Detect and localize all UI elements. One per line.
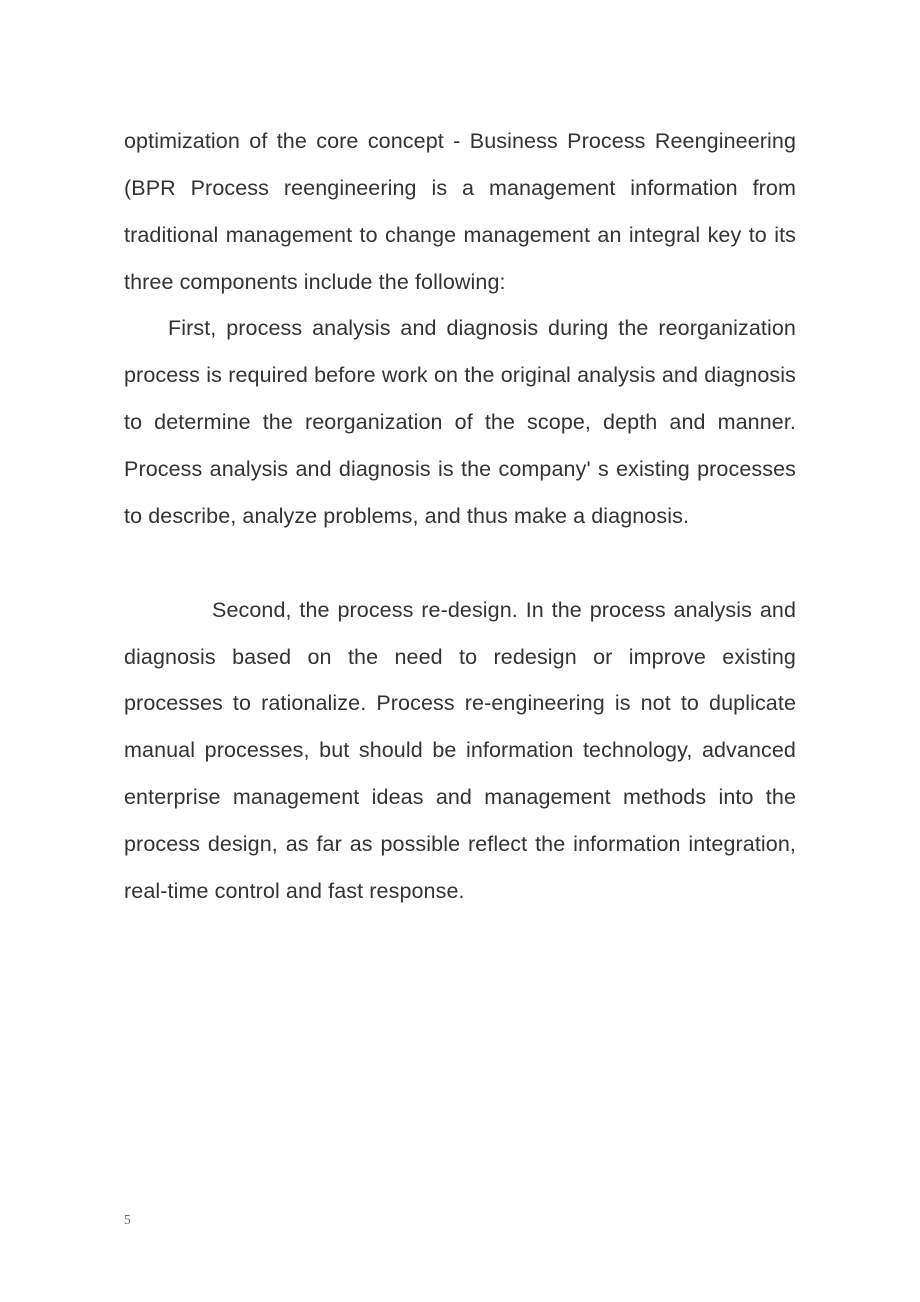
paragraph-3: Second, the process re-design. In the pr…: [124, 587, 796, 915]
paragraph-2: First, process analysis and diagnosis du…: [124, 305, 796, 539]
document-page: optimization of the core concept - Busin…: [0, 0, 920, 1302]
paragraph-1: optimization of the core concept - Busin…: [124, 118, 796, 305]
page-number: 5: [124, 1212, 131, 1228]
paragraph-gap: [124, 540, 796, 587]
